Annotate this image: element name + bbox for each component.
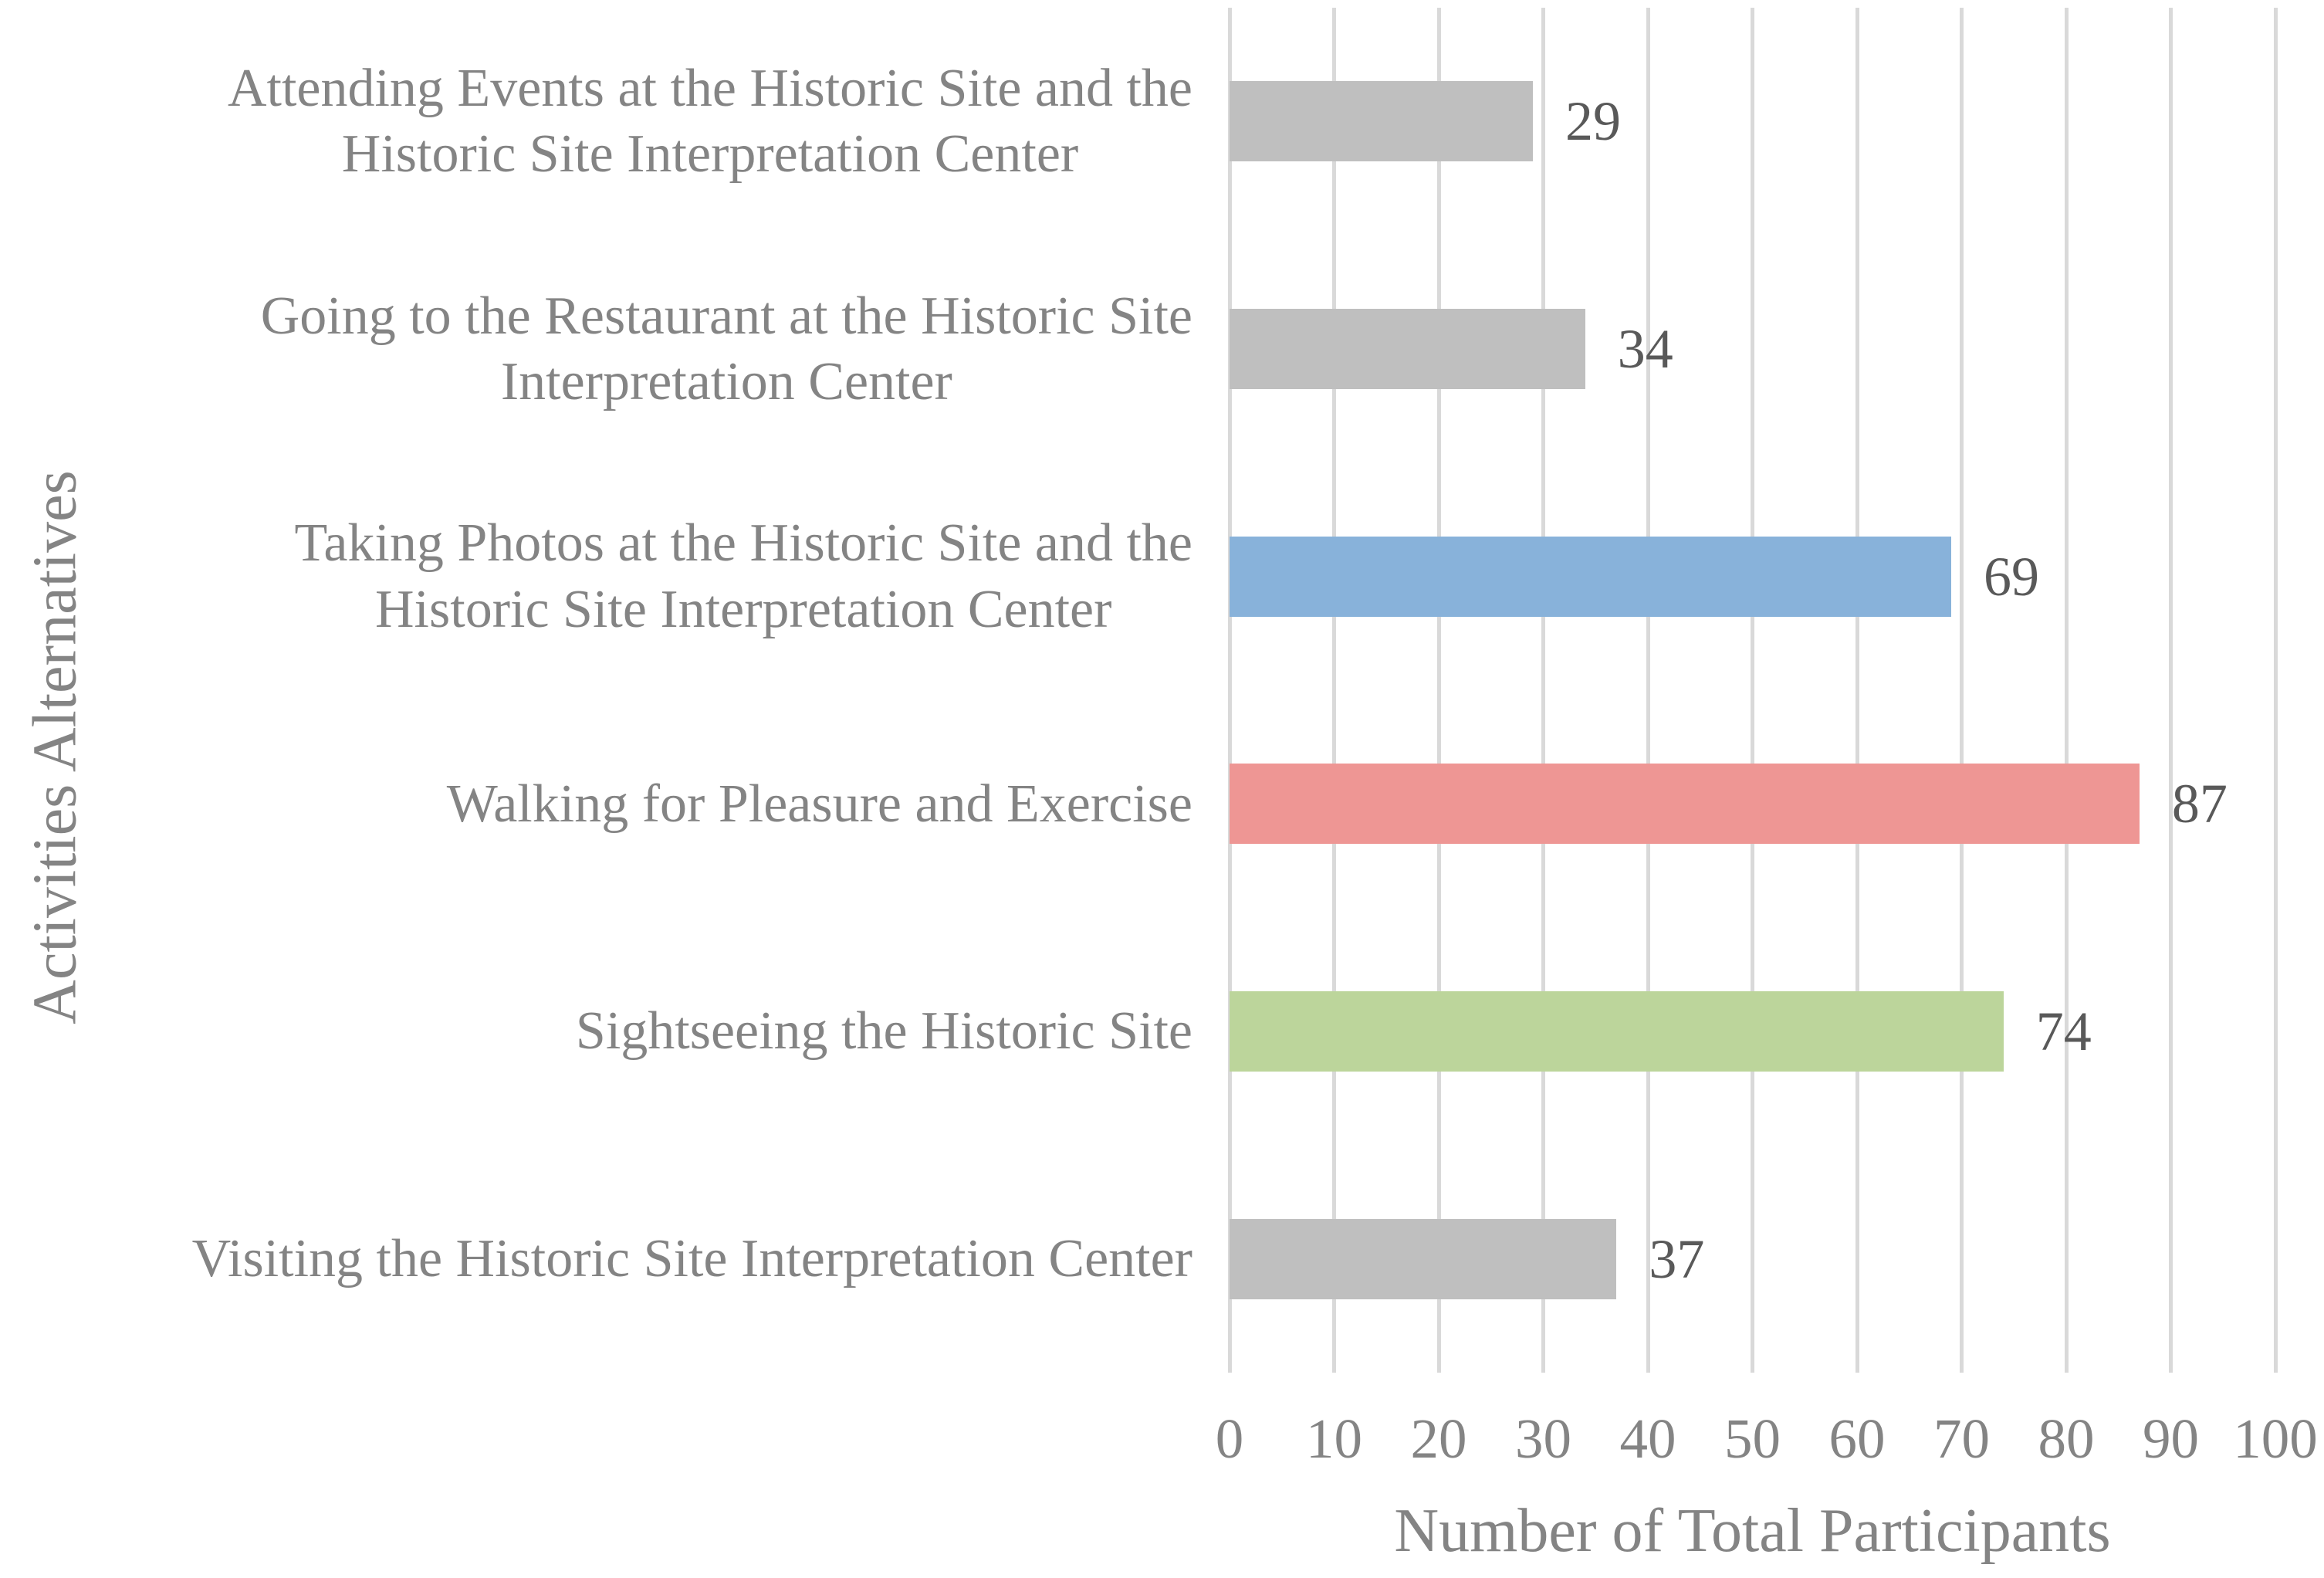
gridline-50: [1751, 8, 1754, 1373]
x-tick-label-80: 80: [2038, 1407, 2095, 1470]
bar: [1230, 309, 1585, 389]
category-label: Taking Photos at the Historic Site and t…: [294, 513, 1192, 639]
bar-value-label: 69: [1983, 545, 2039, 608]
gridline-80: [2064, 8, 2069, 1373]
bar-value-label: 37: [1649, 1228, 1705, 1290]
x-tick-label-100: 100: [2233, 1407, 2318, 1470]
bar: [1230, 991, 2004, 1072]
x-tick-label-70: 70: [1933, 1407, 1990, 1470]
gridline-100: [2273, 8, 2278, 1373]
bar: [1230, 1218, 1617, 1299]
category-label: Going to the Restaurant at the Historic …: [260, 286, 1192, 411]
gridline-20: [1436, 8, 1441, 1373]
category-label: Visiting the Historic Site Interpretatio…: [191, 1228, 1192, 1288]
category-label: Attending Events at the Historic Site an…: [227, 58, 1192, 185]
x-tick-label-20: 20: [1410, 1407, 1467, 1470]
x-tick-label-60: 60: [1828, 1407, 1886, 1470]
bar: [1230, 536, 1951, 617]
bar: [1230, 764, 2140, 845]
category-label: Sightseeing the Historic Site: [575, 1001, 1192, 1062]
x-axis-title: Number of Total Participants: [1394, 1497, 2111, 1565]
bar-value-label: 74: [2035, 1001, 2092, 1062]
gridline-60: [1855, 8, 1859, 1373]
category-label: Walking for Pleasure and Exercise: [446, 774, 1192, 834]
x-tick-label-0: 0: [1215, 1407, 1244, 1470]
gridline-0: [1227, 8, 1232, 1373]
gridline-70: [1960, 8, 1964, 1373]
bar-value-label: 87: [2171, 773, 2228, 835]
gridline-40: [1646, 8, 1650, 1373]
x-tick-label-40: 40: [1619, 1407, 1676, 1470]
x-tick-label-90: 90: [2143, 1407, 2199, 1470]
x-tick-label-30: 30: [1515, 1407, 1571, 1470]
x-tick-label-50: 50: [1724, 1407, 1781, 1470]
gridline-90: [2169, 8, 2173, 1373]
x-tick-label-10: 10: [1306, 1407, 1362, 1470]
gridline-30: [1541, 8, 1545, 1373]
bar-value-label: 29: [1565, 90, 1621, 153]
gridline-10: [1332, 8, 1336, 1373]
bar: [1230, 81, 1533, 162]
bar-value-label: 34: [1617, 318, 1673, 380]
